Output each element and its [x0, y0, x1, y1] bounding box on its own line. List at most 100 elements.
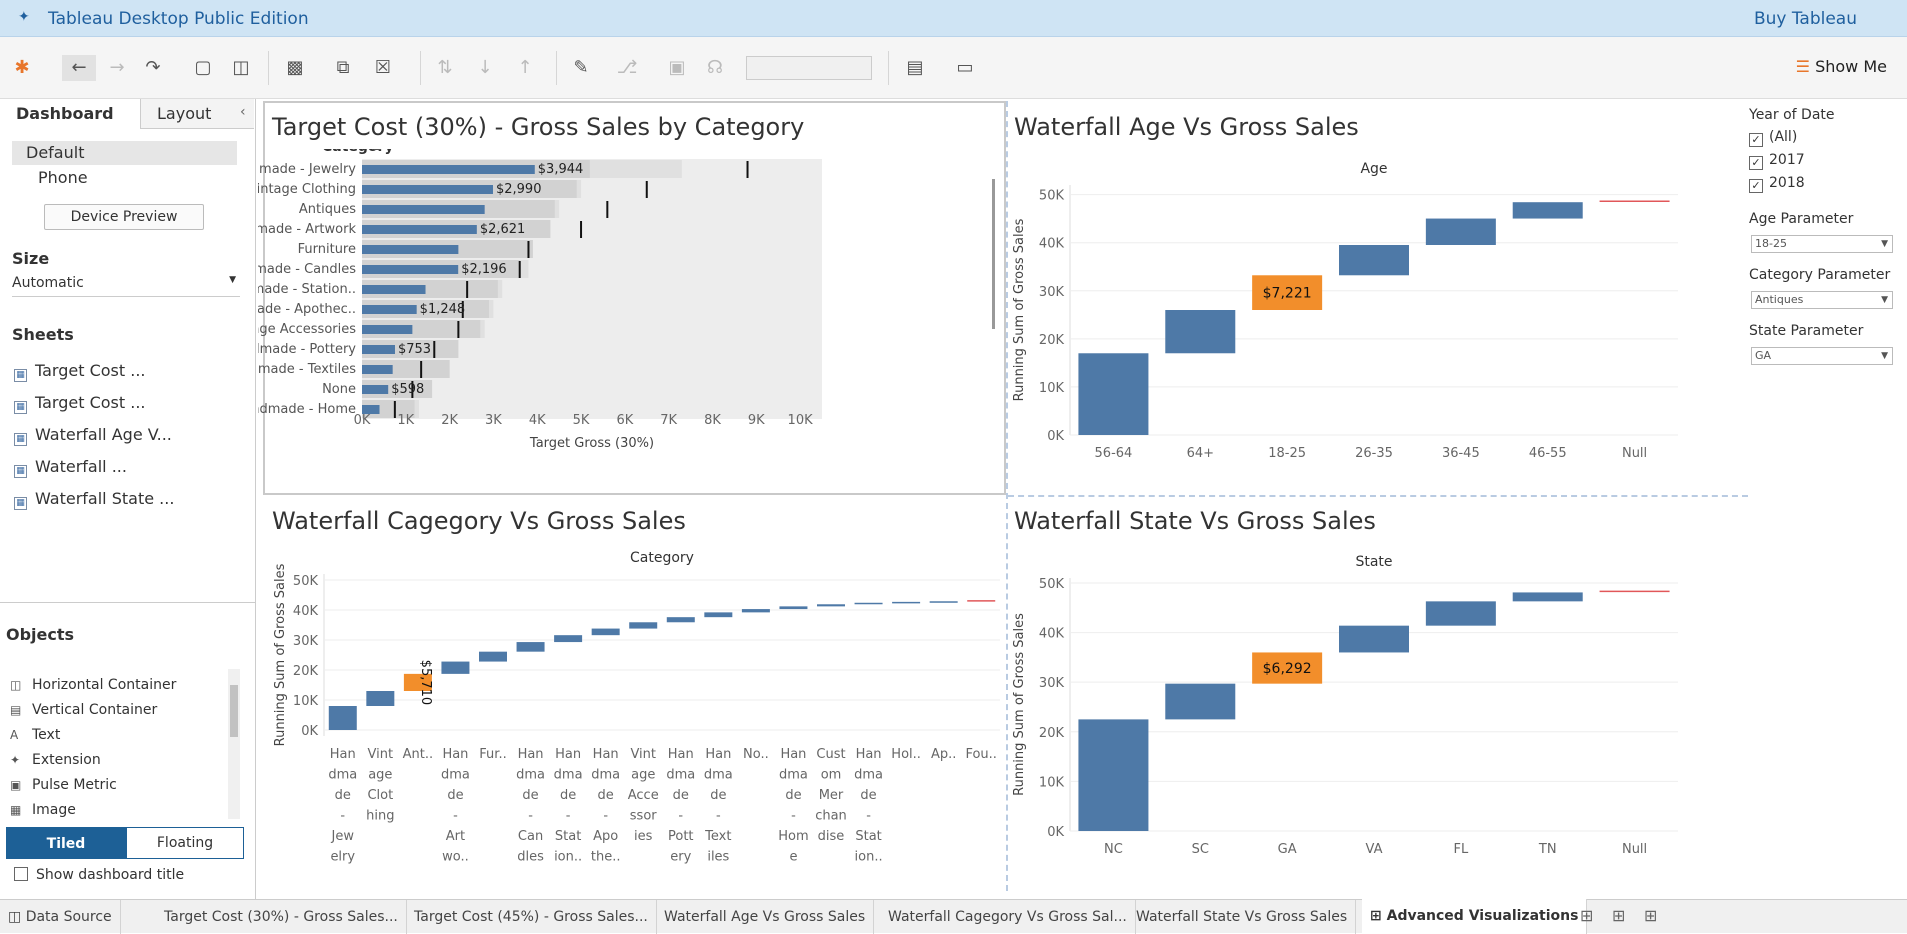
x-tick: 8K — [704, 413, 721, 428]
new-dashboard-icon[interactable]: ⊞ — [1612, 906, 1626, 925]
category-label: Antiques — [299, 202, 356, 217]
category-parameter-dropdown[interactable]: Antiques ▼ — [1751, 291, 1893, 309]
new-datasource-icon[interactable]: ◫ — [232, 57, 250, 78]
objects-label: Objects — [6, 625, 75, 644]
sheet-tab[interactable]: Waterfall State Vs Gross Sales — [1128, 900, 1357, 934]
presentation-icon[interactable]: ▭ — [956, 57, 974, 78]
show-dashboard-title-checkbox[interactable]: Show dashboard title — [14, 867, 184, 883]
swap-icon[interactable]: ⇅ — [437, 57, 453, 78]
show-me-button[interactable]: ☰ Show Me — [1795, 57, 1887, 76]
floating-button[interactable]: Floating — [126, 827, 244, 859]
x-tick: Jew — [331, 829, 355, 844]
highlight-icon[interactable]: ✎ — [573, 57, 589, 78]
object-pulse-metric[interactable]: ▣ Pulse Metric — [10, 777, 117, 793]
pin-icon[interactable]: ☊ — [707, 57, 723, 78]
x-tick: 64+ — [1187, 446, 1214, 461]
x-tick: Han — [705, 747, 731, 762]
sheet-tab[interactable]: Waterfall Cagegory Vs Gross Sal... — [880, 900, 1136, 934]
object-horizontal-container[interactable]: ◫ Horizontal Container — [10, 677, 177, 693]
age-parameter-title: Age Parameter — [1749, 211, 1854, 227]
panel-target-cost[interactable] — [263, 101, 1006, 495]
redo-icon[interactable]: ↷ — [145, 57, 161, 78]
new-story-icon[interactable]: ⊞ — [1644, 906, 1658, 925]
new-sheet-icon[interactable]: ▩ — [286, 57, 304, 78]
sheet-item[interactable]: ▦ Waterfall State ... — [14, 489, 174, 510]
tiled-button[interactable]: Tiled — [6, 827, 126, 859]
chart-waterfall-state[interactable]: State 0K 10K 20K 30K 40K 50K Running Sum of Gro… — [1008, 544, 1748, 899]
database-icon: ◫ — [8, 909, 22, 925]
x-tick: Null — [1622, 446, 1647, 461]
bar — [362, 265, 459, 274]
x-tick: Acce — [628, 788, 659, 803]
object-image[interactable]: ▦ Image — [10, 802, 76, 818]
app-title: Tableau Desktop Public Edition — [48, 9, 309, 29]
age-parameter-dropdown[interactable]: 18-25 ▼ — [1751, 235, 1893, 253]
tableau-icon[interactable]: ✱ — [14, 57, 30, 78]
sheet-item[interactable]: ▦ Waterfall ... — [14, 457, 127, 478]
year-option-all[interactable]: ✓ (All) — [1749, 129, 1797, 147]
object-text[interactable]: A Text — [10, 727, 61, 743]
save-icon[interactable]: ▢ — [194, 57, 212, 78]
sort-desc-icon[interactable]: ↑ — [517, 57, 533, 78]
x-tick: chan — [815, 809, 847, 824]
new-worksheet-icon[interactable]: ⊞ — [1580, 906, 1594, 925]
data-label: $5,710 — [418, 660, 433, 706]
x-axis-title: Target Gross (30%) — [529, 436, 654, 451]
sort-asc-icon[interactable]: ↓ — [477, 57, 493, 78]
bar — [1425, 218, 1496, 245]
active-dashboard-tab[interactable]: ⊞ Advanced Visualizations — [1362, 899, 1588, 934]
tab-layout[interactable]: Layout — [140, 99, 254, 129]
filters-panel: Year of Date ✓ (All) ✓ 2017 ✓ 2018 Age Para… — [1749, 107, 1907, 407]
sheet-item[interactable]: ▦ Target Cost ... — [14, 361, 146, 382]
forward-icon[interactable]: → — [109, 57, 125, 78]
objects-scrollbar[interactable] — [228, 669, 240, 819]
duplicate-icon[interactable]: ⧉ — [336, 57, 350, 78]
object-extension[interactable]: ✦ Extension — [10, 752, 101, 768]
device-phone[interactable]: Phone — [38, 168, 88, 187]
y-tick: 20K — [1039, 333, 1065, 348]
sheet-item[interactable]: ▦ Waterfall Age V... — [14, 425, 172, 446]
sheet-icon: ▦ — [14, 497, 27, 510]
label-icon[interactable]: ▣ — [668, 57, 686, 78]
sheet-tab[interactable]: Target Cost (45%) - Gross Sales... — [406, 900, 657, 934]
sheet-tab[interactable]: Target Cost (30%) - Gross Sales... — [156, 900, 407, 934]
x-tick: ion.. — [855, 850, 883, 865]
sheet-tab[interactable]: Waterfall Age Vs Gross Sales — [656, 900, 875, 934]
bar — [362, 185, 493, 194]
year-option-2017[interactable]: ✓ 2017 — [1749, 152, 1805, 170]
collapse-icon[interactable]: ‹ — [240, 104, 246, 120]
x-tick: dma — [854, 768, 883, 783]
sheet-item[interactable]: ▦ Target Cost ... — [14, 393, 146, 414]
x-tick: NC — [1104, 842, 1123, 857]
group-icon[interactable]: ⎇ — [616, 57, 638, 78]
size-dropdown[interactable]: Automatic ▼ — [12, 275, 240, 297]
show-cards-icon[interactable]: ▤ — [906, 57, 924, 78]
chart-waterfall-age[interactable]: Age 0K 10K 20K 30K 40K 50K Running Sum of Gross… — [1008, 149, 1748, 495]
year-option-2018[interactable]: ✓ 2018 — [1749, 175, 1805, 193]
bar — [1078, 719, 1149, 831]
object-vertical-container[interactable]: ▤ Vertical Container — [10, 702, 158, 718]
bar — [929, 601, 958, 603]
state-parameter-dropdown[interactable]: GA ▼ — [1751, 347, 1893, 365]
back-icon[interactable]: ← — [62, 55, 96, 81]
size-value: Automatic — [12, 275, 84, 291]
bar — [362, 245, 459, 254]
tab-dashboard[interactable]: Dashboard — [16, 104, 114, 123]
buy-tableau-link[interactable]: Buy Tableau — [1753, 9, 1857, 29]
x-tick: de — [673, 788, 689, 803]
category-parameter-title: Category Parameter — [1749, 267, 1891, 283]
y-tick: 50K — [293, 574, 319, 589]
fit-dropdown[interactable] — [746, 56, 872, 80]
clear-icon[interactable]: ☒ — [374, 57, 392, 78]
device-default[interactable]: Default — [12, 141, 237, 165]
x-tick: 18-25 — [1268, 446, 1306, 461]
chart-waterfall-category[interactable]: Category 0K 10K 20K 30K 40K 50K Running Sum of … — [258, 544, 1006, 899]
bar — [1512, 592, 1583, 602]
x-tick: 1K — [397, 413, 414, 428]
vertical-container-icon: ▤ — [10, 703, 22, 717]
x-tick: Pott — [668, 829, 694, 844]
data-source-tab[interactable]: ◫ Data Source — [0, 900, 121, 934]
device-preview-button[interactable]: Device Preview — [44, 204, 204, 230]
x-tick: Stat — [555, 829, 581, 844]
